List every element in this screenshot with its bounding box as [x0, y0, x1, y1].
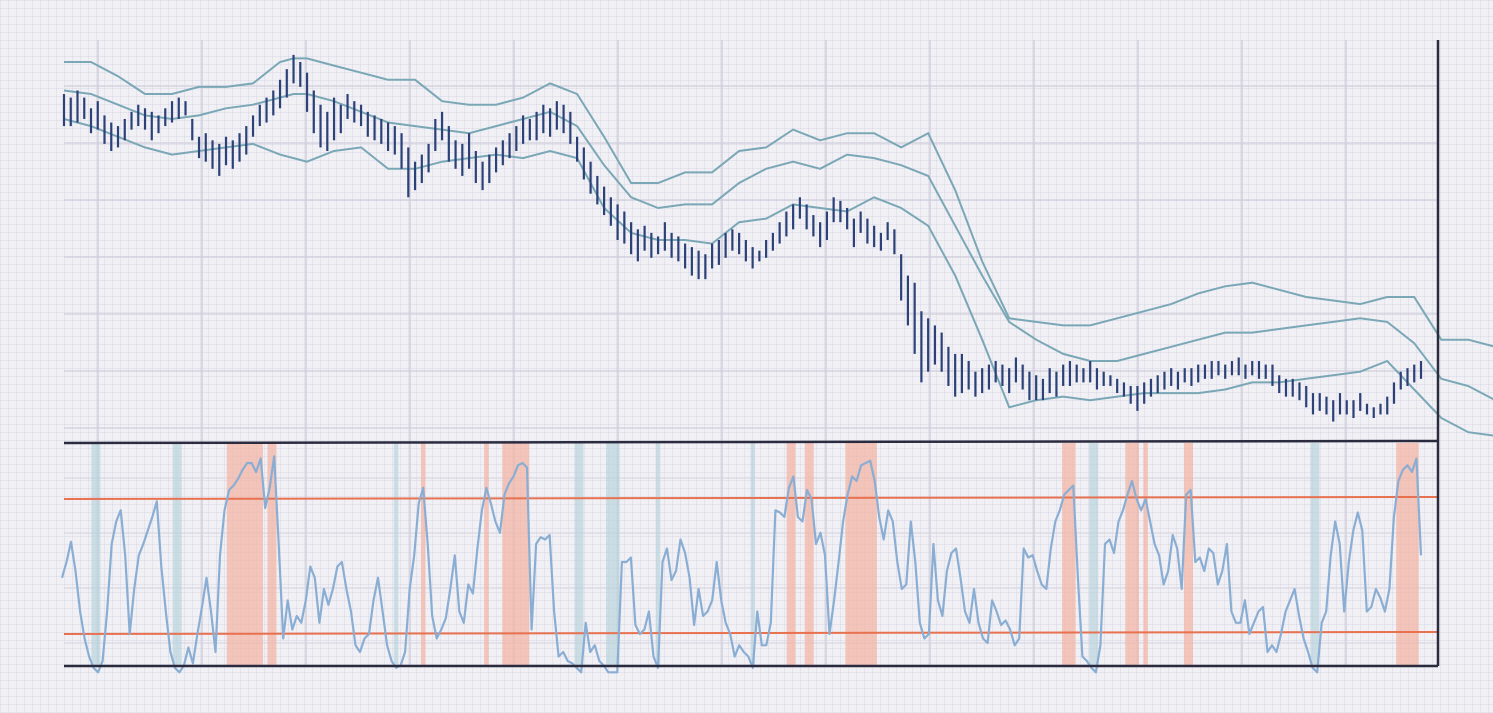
oversold-shade [750, 443, 756, 666]
overbought-shade [226, 443, 263, 666]
oscillator-panel [60, 443, 1439, 674]
band-middle [63, 89, 1493, 401]
overbought-shade [786, 443, 796, 666]
overbought-shade [267, 443, 277, 666]
oversold-shade [172, 443, 182, 666]
panel-divider [63, 439, 1439, 445]
oversold-shade [91, 443, 101, 666]
signal-shading [91, 443, 1419, 666]
overbought-shade [502, 443, 530, 666]
overbought-shade [1143, 443, 1148, 666]
overbought-shade [1396, 443, 1419, 666]
overbought-shade [1062, 443, 1076, 666]
oversold-shade [1310, 443, 1320, 666]
lower-threshold-line [63, 631, 1439, 635]
oversold-shade [1089, 443, 1099, 666]
band-lower [63, 118, 1493, 437]
oscillator-series [60, 455, 1423, 674]
oversold-shade [574, 443, 584, 666]
band-upper [64, 57, 1493, 348]
overbought-shade [1183, 443, 1193, 666]
ohlc-bars [62, 54, 1423, 422]
overbought-shade [804, 443, 814, 666]
chart-grid [64, 40, 1438, 666]
oversold-shade [393, 443, 399, 666]
oversold-shade [655, 443, 661, 666]
oscillator-line [60, 455, 1423, 674]
overbought-shade [484, 443, 489, 666]
panel-borders [63, 40, 1440, 668]
upper-threshold-line [63, 496, 1439, 500]
overbought-shade [420, 443, 426, 666]
price-panel [62, 54, 1493, 437]
threshold-lines [63, 496, 1439, 635]
